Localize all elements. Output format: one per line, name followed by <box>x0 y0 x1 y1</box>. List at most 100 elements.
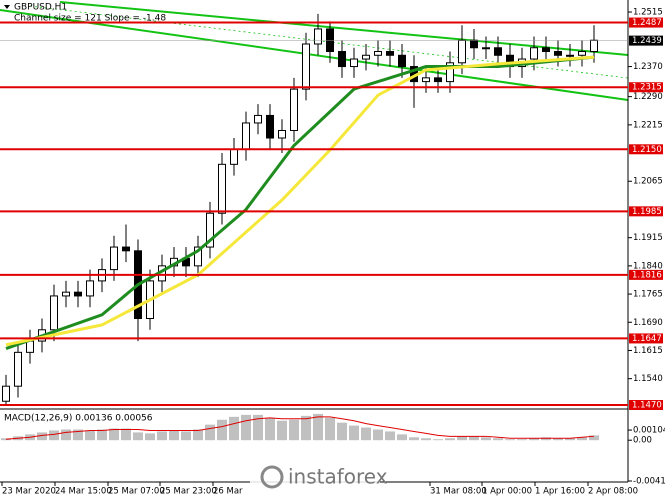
candle-body <box>422 77 430 83</box>
macd-bar <box>409 437 419 441</box>
candle-body <box>266 114 274 139</box>
level-label-box <box>629 399 663 410</box>
candle-body <box>314 28 322 45</box>
candle-body <box>482 47 490 50</box>
candle-body <box>494 47 502 56</box>
macd-bar <box>157 431 167 441</box>
candle-body <box>386 51 394 56</box>
candle-body <box>470 39 478 49</box>
x-tick-label: 1 Apr 00:00 <box>482 487 532 497</box>
level-label-box <box>629 333 663 344</box>
level-label: 1.2150 <box>632 145 662 155</box>
candle-body <box>434 77 442 83</box>
current-price-box <box>629 35 663 46</box>
macd-y-tick-label: 0.00104 <box>633 426 665 436</box>
candle-body <box>278 129 286 139</box>
macd-bar <box>253 414 263 441</box>
channel-info: Channel size = 121 Slope = -1.48 <box>14 14 166 24</box>
candle-body <box>218 163 226 214</box>
x-tick-label: 25 Mar 23:00 <box>160 487 217 497</box>
macd-bar <box>265 417 275 441</box>
level-label: 1.1985 <box>632 207 662 217</box>
watermark: instaforex <box>288 465 388 489</box>
y-tick-label: 1.2290 <box>633 92 663 102</box>
y-tick-label: 1.2065 <box>633 177 663 187</box>
macd-bar <box>217 419 227 441</box>
macd-bar <box>325 417 335 441</box>
macd-y-tick-label: -0.00419 <box>633 477 665 487</box>
x-tick-label: 26 Mar <box>213 487 243 497</box>
macd-bar <box>565 438 575 441</box>
y-tick-label: 1.2215 <box>633 120 663 130</box>
macd-bar <box>457 436 467 441</box>
candle-body <box>566 54 574 57</box>
level-label-box <box>629 82 663 93</box>
candle-body <box>362 54 370 60</box>
channel-upper <box>59 1 629 56</box>
y-tick-label: 1.1765 <box>633 290 663 300</box>
macd-bar <box>589 435 599 441</box>
macd-bar <box>505 439 515 441</box>
macd-bar <box>241 414 251 441</box>
macd-bar <box>301 415 311 441</box>
macd-y-tick-label: 0.00 <box>633 436 652 446</box>
current-price-label: 1.2439 <box>632 36 662 46</box>
macd-bar <box>289 419 299 441</box>
candle-body <box>242 122 250 150</box>
macd-bar <box>553 438 563 441</box>
x-tick-label: 24 Mar 15:00 <box>55 487 112 497</box>
macd-bar <box>349 425 359 441</box>
x-tick-label: 31 Mar 08:00 <box>430 487 487 497</box>
candle-body <box>398 54 406 68</box>
macd-bar <box>37 432 47 441</box>
candle-body <box>590 39 598 53</box>
level-label-box <box>629 17 663 28</box>
macd-bar <box>109 428 119 441</box>
y-tick-label: 1.1540 <box>633 374 663 384</box>
level-label-box <box>629 269 663 280</box>
macd-bar <box>577 437 587 441</box>
macd-bar <box>493 438 503 441</box>
macd-bar <box>337 422 347 441</box>
candle-body <box>86 280 94 297</box>
candle-body <box>230 148 238 165</box>
y-tick-label: 1.1615 <box>633 346 663 356</box>
macd-bar <box>73 429 83 441</box>
candle-body <box>122 246 130 252</box>
candle-body <box>302 43 310 90</box>
candle-body <box>254 114 262 124</box>
candle-body <box>110 246 118 271</box>
macd-bar <box>445 438 455 441</box>
level-label: 1.2487 <box>632 18 662 28</box>
level-label: 1.1470 <box>632 400 662 410</box>
candle-body <box>338 51 346 68</box>
candle-body <box>290 88 298 131</box>
y-tick-label: 1.2515 <box>633 8 663 18</box>
level-label-box <box>629 206 663 217</box>
macd-bar <box>433 439 443 441</box>
macd-bar <box>49 430 59 441</box>
macd-bar <box>313 413 323 441</box>
macd-bar <box>421 438 431 441</box>
candle-body <box>326 28 334 53</box>
x-tick-label: 23 Mar 2020 <box>2 487 56 497</box>
macd-bar <box>397 434 407 441</box>
candle-body <box>206 212 214 248</box>
y-tick-label: 1.1840 <box>633 261 663 271</box>
candle-body <box>554 51 562 56</box>
candle-body <box>50 295 58 331</box>
macd-bar <box>181 431 191 441</box>
symbol: GBPUSD,H1 <box>14 3 67 13</box>
candle-body <box>14 351 22 387</box>
macd-bar <box>529 438 539 441</box>
macd-bar <box>193 429 203 441</box>
watermark-box <box>250 458 380 499</box>
y-tick-label: 1.2370 <box>633 62 663 72</box>
candle-body <box>542 47 550 53</box>
level-label: 1.1647 <box>632 334 662 344</box>
macd-bar <box>169 430 179 441</box>
macd-bar <box>205 424 215 441</box>
macd-bar <box>277 420 287 441</box>
